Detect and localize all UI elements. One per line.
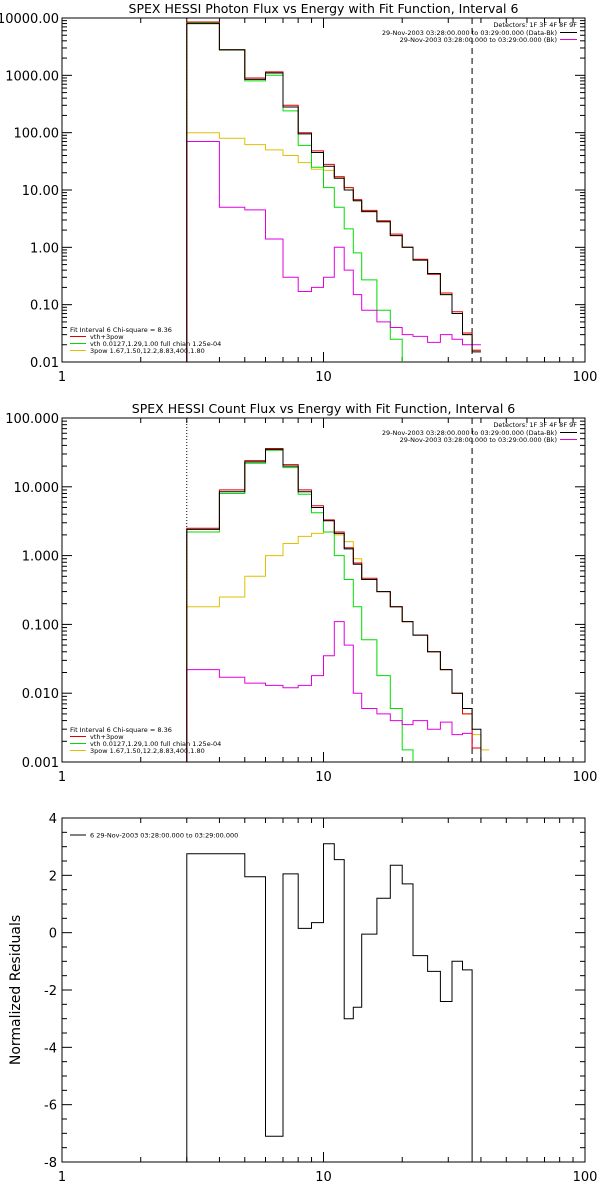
y-tick-label: 0.100	[22, 618, 59, 633]
detectors-label: Detectors: 1F 3F 4F 8F 9F	[493, 21, 577, 29]
y-tick-label: 0	[49, 927, 57, 942]
x-tick-label: 100	[573, 370, 598, 385]
chart-panel-3: 1 10 100 4 2 0 -2 -4 -6 -8 Normalized Residuals 6 2…	[8, 812, 597, 1185]
legend-label: 3pow 1.67,1.50,12.2,8.83,400,1.80	[90, 747, 205, 755]
plot-frame	[61, 417, 586, 763]
y-tick-label: 0.001	[22, 756, 59, 771]
y-tick-label: 100.000	[5, 412, 59, 427]
legend-top-label: 29-Nov-2003 03:28:00.000 to 03:29:00.000…	[400, 436, 557, 444]
series-vth-3pow	[186, 448, 481, 762]
series-group	[186, 843, 473, 1162]
x-tick-label: 1	[58, 1170, 66, 1185]
x-tick-label: 10	[315, 1170, 332, 1185]
legend-label: vth 0.0127,1.29,1.00 full chian 1.25e-04	[90, 340, 221, 348]
y-tick-label: 10000.00	[0, 12, 59, 27]
fit-interval-label: Fit Interval 6 Chi-square = 8.36	[70, 726, 172, 734]
x-tick-label: 100	[573, 1170, 598, 1185]
y-tick-label: 10.00	[22, 184, 59, 199]
y-tick-label: 1.00	[30, 241, 59, 256]
x-tick-label: 100	[573, 770, 598, 785]
y-tick-label: 1.000	[22, 550, 59, 565]
chart-title: SPEX HESSI Photon Flux vs Energy with Fi…	[129, 1, 519, 16]
series-group	[186, 448, 490, 762]
legend-label: 6 29-Nov-2003 03:28:00.000 to 03:29:00.0…	[90, 832, 238, 840]
series-data-bk	[186, 448, 482, 762]
y-axis-label: Normalized Residuals	[8, 915, 24, 1065]
x-tick-label: 1	[58, 370, 66, 385]
y-tick-label: 1000.00	[5, 69, 59, 84]
series-bk	[186, 621, 481, 762]
plot-frame	[61, 17, 586, 363]
y-tick-label: -6	[44, 1099, 57, 1114]
legend-top-label: 29-Nov-2003 03:28:00.000 to 03:29:00.000…	[382, 29, 557, 37]
legend-label: vth+3pow	[90, 733, 124, 741]
y-tick-label: -4	[44, 1041, 57, 1056]
y-tick-label: 0.10	[30, 299, 59, 314]
y-tick-label: -8	[44, 1156, 57, 1171]
chart-panel-2: SPEX HESSI Count Flux vs Energy with Fit…	[5, 401, 597, 785]
y-tick-label: 4	[49, 812, 57, 827]
series-3pow	[186, 531, 490, 762]
series-group	[186, 21, 481, 362]
series-bk	[186, 141, 481, 362]
legend-top-label: 29-Nov-2003 03:28:00.000 to 03:29:00.000…	[382, 429, 557, 437]
series-residuals	[186, 843, 473, 1162]
x-tick-label: 10	[315, 770, 332, 785]
detectors-label: Detectors: 1F 3F 4F 8F 9F	[493, 421, 577, 429]
legend-label: 3pow 1.67,1.50,12.2,8.83,400,1.80	[90, 347, 205, 355]
legend-label: vth+3pow	[90, 333, 124, 341]
legend-label: vth 0.0127,1.29,1.00 full chian 1.25e-04	[90, 740, 221, 748]
y-tick-label: 10.000	[14, 481, 60, 496]
fit-interval-label: Fit Interval 6 Chi-square = 8.36	[70, 326, 172, 334]
x-tick-label: 1	[58, 770, 66, 785]
y-tick-label: 0.01	[30, 356, 59, 371]
chart-panel-1: SPEX HESSI Photon Flux vs Energy with Fi…	[0, 1, 597, 385]
y-tick-label: -2	[44, 984, 57, 999]
chart-title: SPEX HESSI Count Flux vs Energy with Fit…	[132, 401, 515, 416]
y-tick-label: 0.010	[22, 687, 59, 702]
x-tick-label: 10	[315, 370, 332, 385]
y-tick-label: 100.00	[14, 127, 60, 142]
series-data-bk	[186, 23, 481, 362]
legend-top-label: 29-Nov-2003 03:28:00.000 to 03:29:00.000…	[400, 36, 557, 44]
y-tick-label: 2	[49, 869, 57, 884]
series-vth	[186, 22, 403, 362]
